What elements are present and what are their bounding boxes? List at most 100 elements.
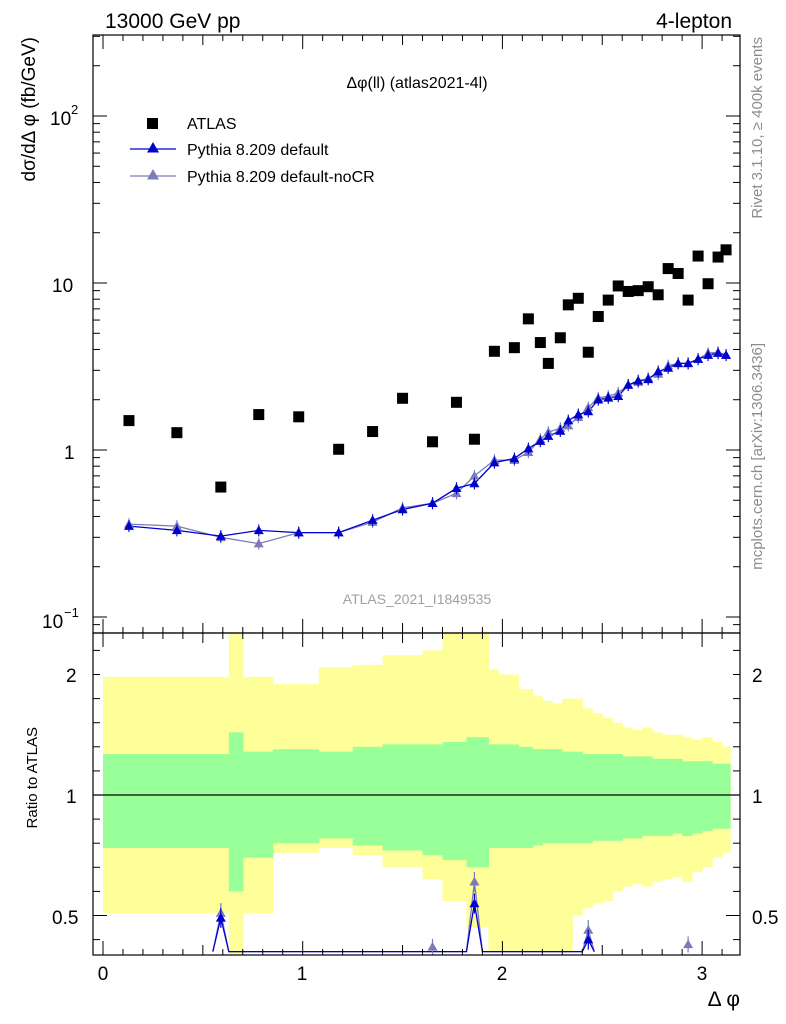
- y-tick-label-0.1: 10: [42, 612, 63, 633]
- data-point-atlas: [367, 426, 379, 438]
- x-tick-label-3: 3: [697, 964, 708, 985]
- ratio-green-band: [466, 737, 490, 868]
- ratio-green-band: [542, 749, 553, 844]
- ratio-green-band: [692, 761, 703, 834]
- data-point-atlas: [293, 411, 305, 423]
- legend-nocr-marker: [147, 169, 159, 180]
- data-point-atlas: [712, 251, 724, 263]
- legend: ATLAS Pythia 8.209 default Pythia 8.209 …: [130, 116, 375, 186]
- ratio-tick-label-1-right: 1: [752, 787, 763, 808]
- ratio-marker-stray: [427, 941, 438, 951]
- data-point-atlas: [215, 481, 227, 493]
- x-axis-label: Δ φ: [708, 988, 740, 1011]
- mc-marker-default: [427, 498, 438, 507]
- data-point-atlas: [171, 427, 183, 439]
- ratio-green-band: [532, 749, 543, 846]
- ratio-green-band: [612, 754, 623, 841]
- mc-marker-default: [171, 525, 182, 535]
- ratio-tick-label-2-right: 2: [752, 666, 763, 687]
- y-tick-label-100: 10: [50, 109, 71, 130]
- ratio-green-band: [442, 741, 468, 861]
- data-point-atlas: [622, 285, 634, 297]
- mc-marker-default: [703, 350, 714, 359]
- data-point-atlas: [720, 244, 732, 256]
- ratio-green-band: [682, 761, 693, 836]
- ratio-marker-nocr: [469, 876, 480, 886]
- mc-marker-default: [123, 521, 134, 530]
- ratio-marker-stray: [683, 939, 694, 949]
- legend-default-marker: [147, 142, 159, 153]
- ratio-green-band: [498, 744, 519, 849]
- ratio-tick-label-2-left: 2: [66, 666, 77, 687]
- mc-marker-default: [583, 406, 594, 416]
- data-point-atlas: [692, 250, 704, 262]
- ratio-green-band: [602, 754, 613, 841]
- ratio-green-band: [712, 763, 723, 829]
- ratio-green-band: [592, 754, 603, 841]
- mc-marker-nocr: [469, 470, 480, 480]
- data-point-atlas: [632, 285, 644, 297]
- mc-marker-default: [693, 354, 704, 363]
- x-tick-label-2: 2: [497, 964, 508, 985]
- data-point-atlas: [652, 289, 664, 301]
- ratio-green-band: [228, 732, 244, 892]
- ratio-green-band: [572, 751, 583, 844]
- mc-marker-default: [451, 483, 462, 493]
- mc-marker-default: [663, 362, 674, 372]
- ratio-marker-nocr: [583, 924, 594, 934]
- legend-atlas-label: ATLAS: [187, 116, 237, 133]
- ratio-green-band: [722, 763, 731, 829]
- ratio-green-band: [382, 744, 424, 851]
- ratio-green-band: [272, 749, 304, 844]
- ratio-green-band: [103, 754, 154, 849]
- ratio-green-band: [352, 746, 384, 846]
- data-point-atlas: [582, 346, 594, 358]
- data-point-atlas: [488, 345, 500, 357]
- data-point-atlas: [397, 392, 409, 404]
- y-tick-label-10: 10: [52, 276, 73, 297]
- ratio-green-band: [652, 758, 663, 836]
- ratio-tick-label-0.5-left: 0.5: [52, 908, 78, 929]
- mc-marker-default: [721, 350, 732, 359]
- mc-marker-default: [555, 425, 566, 435]
- ratio-green-band: [202, 754, 230, 849]
- mc-marker-default: [367, 515, 378, 524]
- mc-marker-default: [683, 358, 694, 368]
- ratio-green-band: [702, 761, 713, 832]
- mc-marker-default: [713, 348, 724, 357]
- mc-marker-default: [543, 431, 554, 440]
- data-point-atlas: [450, 396, 462, 408]
- ratio-green-band: [242, 751, 274, 858]
- ratio-green-band: [622, 756, 633, 839]
- x-tick-label-0: 0: [98, 964, 109, 985]
- mc-line-nocr: [128, 351, 727, 545]
- rivet-label: Rivet 3.1.10, ≥ 400k events: [749, 37, 766, 219]
- mcplots-label: mcplots.cern.ch [arXiv:1306.3436]: [749, 343, 766, 570]
- mc-marker-default: [613, 391, 624, 400]
- mc-marker-default: [623, 380, 634, 389]
- ratio-green-band: [562, 751, 573, 844]
- ratio-green-band: [518, 746, 533, 849]
- mc-marker-default: [535, 436, 546, 445]
- data-point-atlas: [123, 415, 135, 427]
- mc-marker-default: [643, 374, 654, 384]
- data-point-atlas: [253, 409, 265, 421]
- ratio-green-band: [552, 749, 563, 844]
- data-point-atlas: [592, 311, 604, 323]
- header-left: 13000 GeV pp: [105, 10, 240, 33]
- data-point-atlas: [572, 292, 584, 304]
- chart-title: Δφ(ll) (atlas2021-4l): [346, 75, 487, 92]
- ratio-marker-default: [469, 898, 480, 908]
- data-point-atlas: [642, 281, 654, 293]
- ratio-green-band: [642, 756, 653, 836]
- legend-default-label: Pythia 8.209 default: [187, 142, 329, 159]
- mc-marker-nocr: [253, 538, 264, 548]
- mc-marker-default: [593, 394, 604, 404]
- ratio-green-band: [582, 754, 593, 844]
- data-point-atlas: [702, 278, 714, 290]
- data-point-atlas: [522, 313, 534, 325]
- data-point-atlas: [508, 342, 520, 354]
- ratio-green-band: [152, 754, 204, 849]
- mc-marker-default: [573, 409, 584, 419]
- mc-marker-default: [509, 453, 520, 463]
